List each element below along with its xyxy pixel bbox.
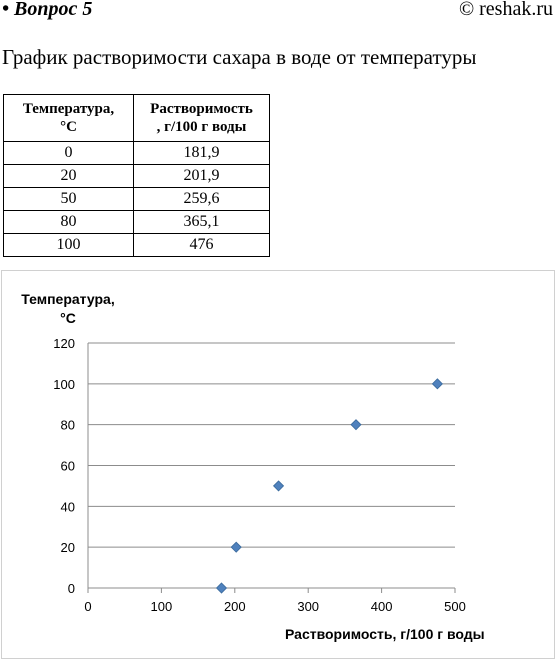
y-tick-label: 40 — [61, 499, 75, 514]
scatter-chart: 0 20 40 60 80 100 120 0 100 200 300 400 500 — [53, 336, 466, 614]
table-row: 0 181,9 — [3, 141, 270, 165]
header-temperature: Температура, °C — [3, 94, 134, 142]
x-axis-label: Растворимость, г/100 г воды — [285, 626, 485, 642]
data-point — [431, 378, 443, 390]
y-axis-label: Температура, °C — [21, 291, 115, 326]
x-tick-label: 200 — [224, 599, 246, 614]
cell-solubility: 365,1 — [133, 210, 270, 234]
data-point — [215, 582, 228, 594]
chart-subtitle: График растворимости сахара в воде от те… — [2, 45, 477, 69]
cell-solubility: 181,9 — [133, 141, 270, 165]
table-row: 50 259,6 — [3, 187, 270, 211]
table-row: 100 476 — [3, 233, 270, 257]
cell-solubility: 476 — [133, 233, 270, 257]
table-row: 80 365,1 — [3, 210, 270, 234]
table-header-row: Температура, °C Растворимость, г/100 г во… — [3, 94, 270, 142]
data-point — [350, 419, 362, 431]
y-tick-label: 60 — [61, 459, 75, 474]
x-tick-label: 300 — [297, 599, 319, 614]
x-tick-label: 100 — [151, 599, 173, 614]
cell-temperature: 100 — [3, 233, 134, 257]
chart-container: 0 20 40 60 80 100 120 0 100 200 300 400 500 Температ… — [1, 270, 555, 659]
question-heading: • Вопрос 5 — [2, 0, 93, 20]
x-tick-label: 400 — [371, 599, 393, 614]
header-solubility: Растворимость, г/100 г воды — [133, 94, 270, 142]
y-tick-label: 80 — [61, 418, 75, 433]
copyright-notice: © reshak.ru — [458, 0, 553, 20]
cell-temperature: 80 — [3, 210, 134, 234]
data-point — [272, 480, 285, 492]
x-tick-label: 500 — [444, 599, 466, 614]
cell-solubility: 201,9 — [133, 164, 270, 188]
cell-temperature: 20 — [3, 164, 134, 188]
cell-temperature: 50 — [3, 187, 134, 211]
cell-temperature: 0 — [3, 141, 134, 165]
y-tick-label: 100 — [53, 377, 75, 392]
y-tick-label: 0 — [68, 581, 75, 596]
x-tick-label: 0 — [84, 599, 91, 614]
data-point — [230, 541, 242, 553]
solubility-table: Температура, °C Растворимость, г/100 г во… — [3, 94, 270, 257]
cell-solubility: 259,6 — [133, 187, 270, 211]
table-row: 20 201,9 — [3, 164, 270, 188]
y-tick-label: 20 — [61, 540, 75, 555]
y-tick-label: 120 — [53, 336, 75, 351]
